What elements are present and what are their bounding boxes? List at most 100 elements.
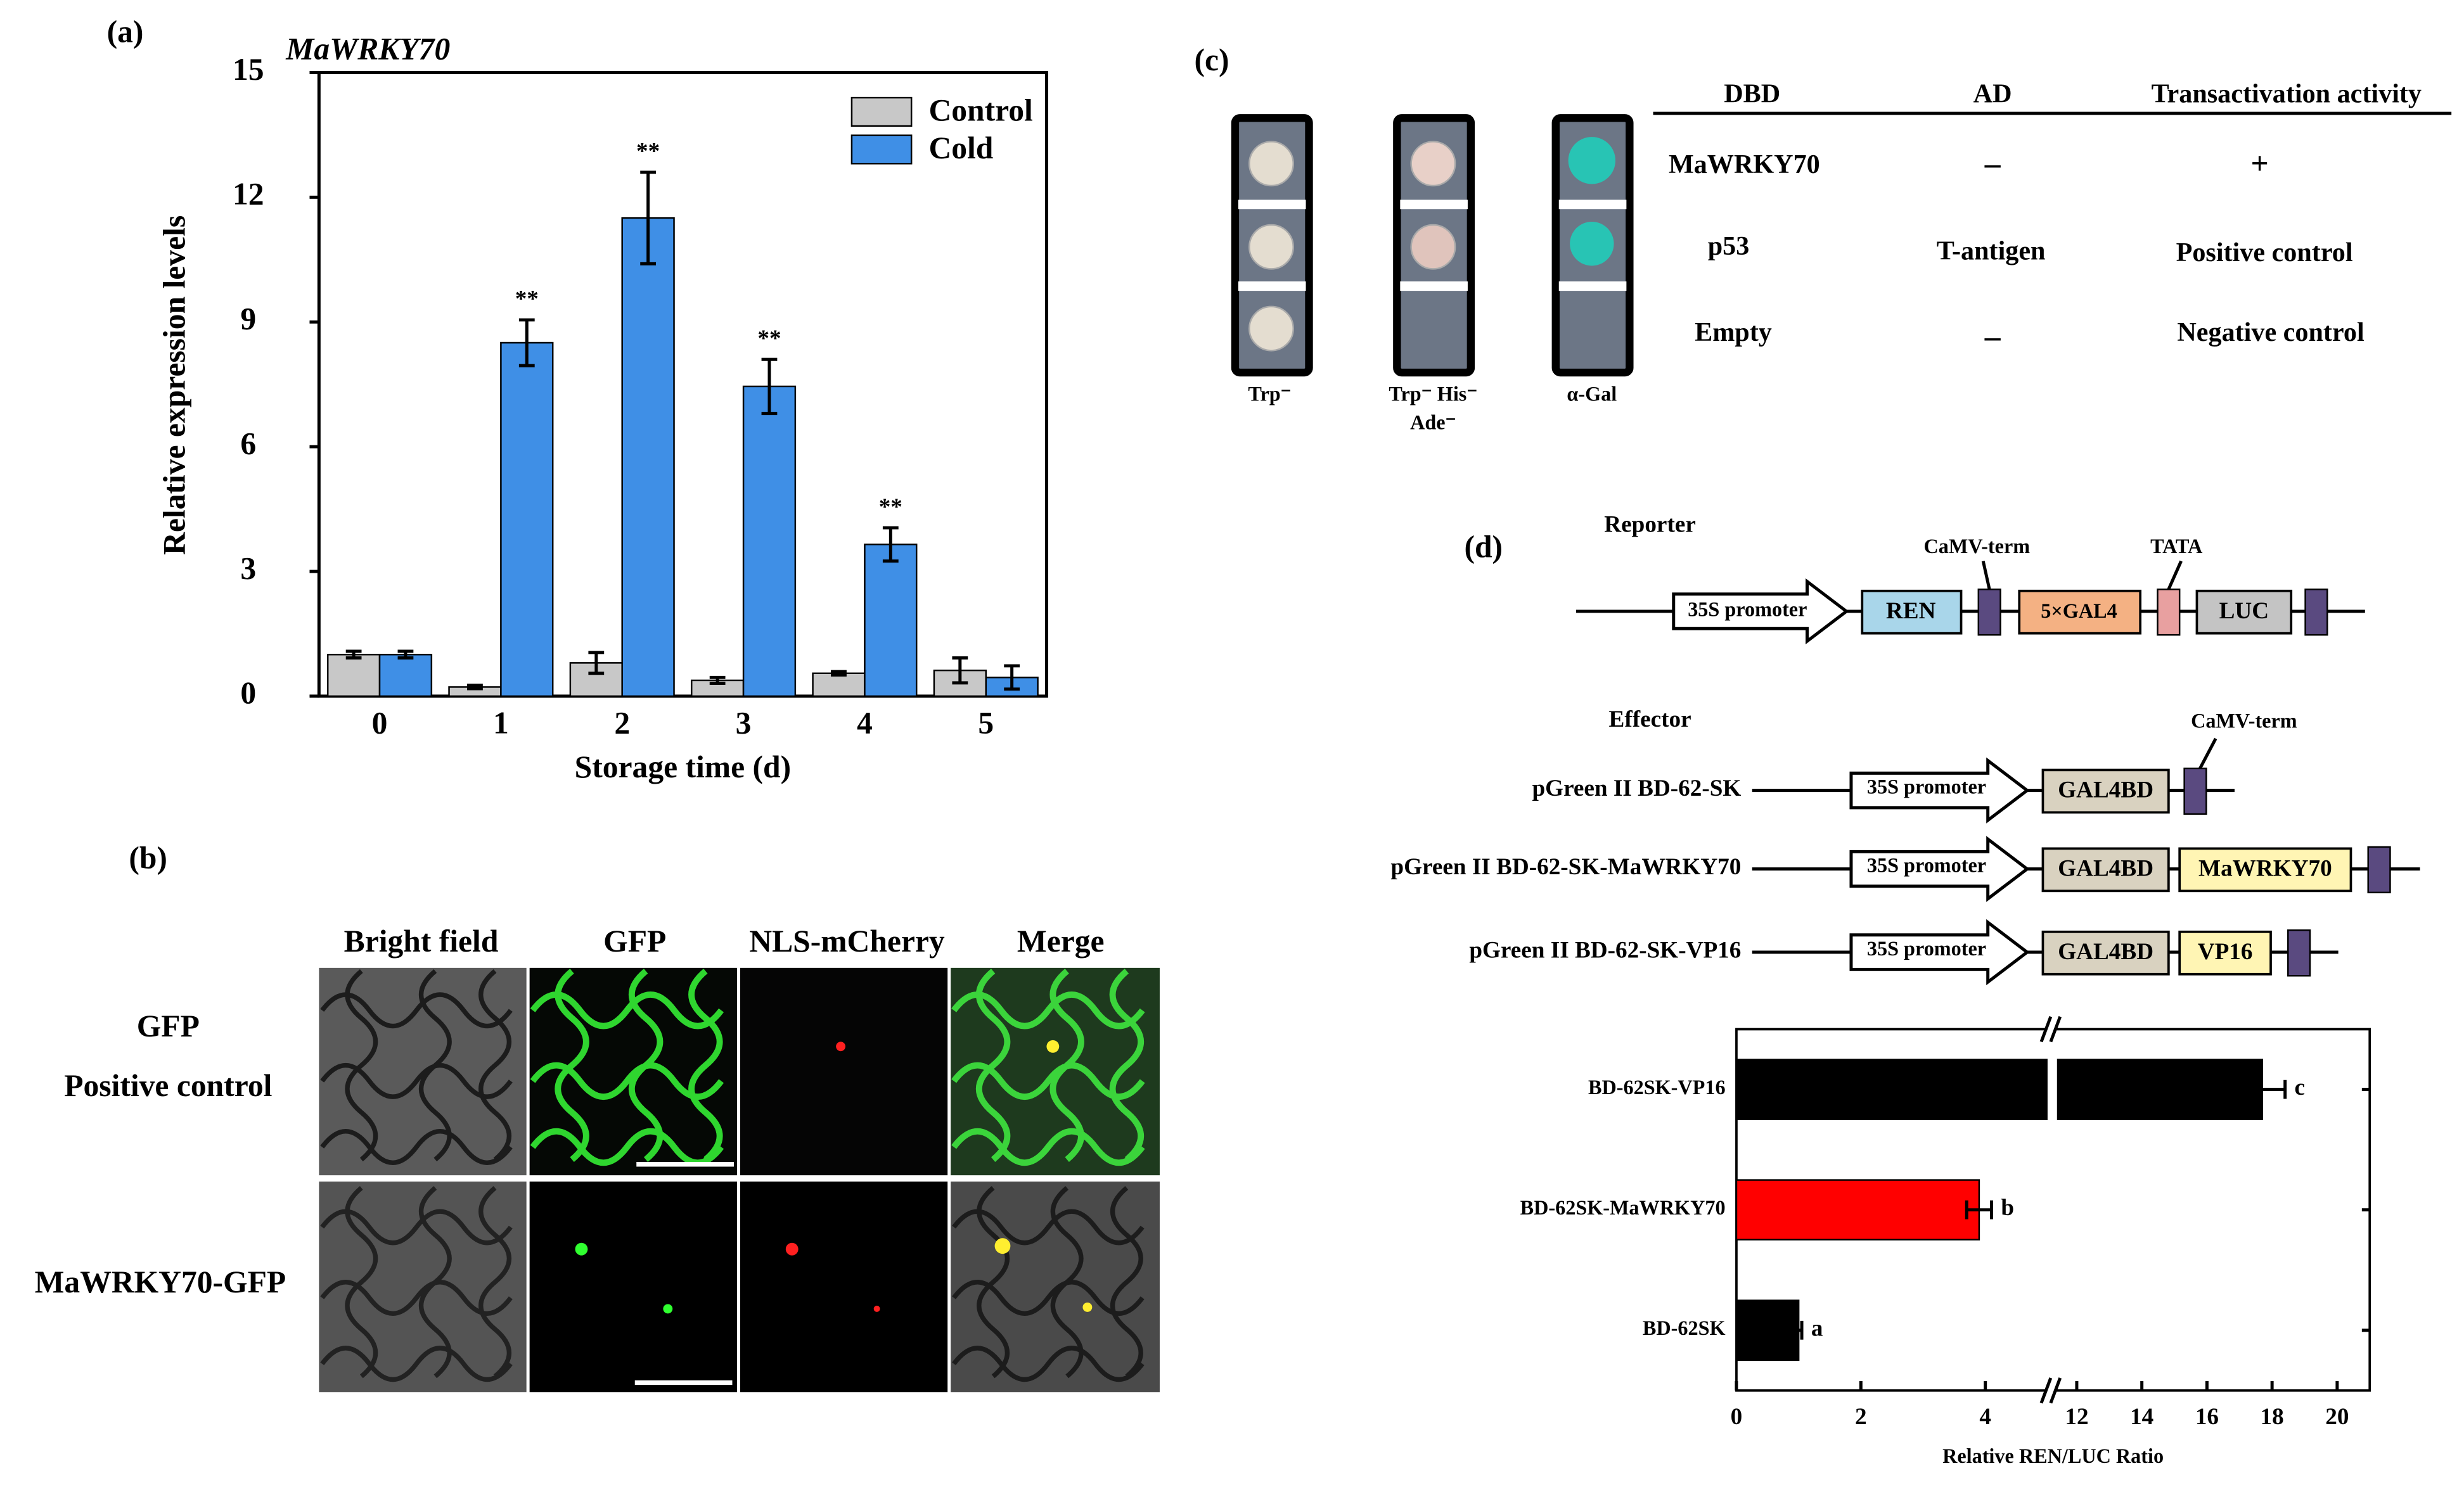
error-bar (518, 318, 535, 367)
nucleus (994, 1238, 1011, 1254)
nucleus (663, 1304, 673, 1314)
mcherry-image (740, 967, 948, 1176)
nucleus (1046, 1040, 1060, 1053)
bar (378, 653, 433, 698)
y-tick-label: 3 (240, 551, 256, 585)
significance-label: ** (879, 494, 902, 520)
panel-label: (d) (1464, 530, 1503, 564)
chart-title: MaWRKY70 (285, 32, 450, 67)
significance-label: ** (636, 139, 660, 165)
bar (1735, 1059, 2263, 1120)
section-title: Effector (1609, 706, 1691, 732)
element-label: REN (1886, 598, 1936, 624)
x-tick-label: 0 (1731, 1404, 1743, 1430)
x-tick-label: 1 (493, 705, 509, 740)
plate-label: α-Gal (1567, 383, 1617, 405)
table-cell: MaWRKY70 (1669, 150, 1820, 179)
error-bar (952, 656, 968, 685)
y-tick-label: 0 (240, 675, 256, 710)
terminator (1977, 589, 2001, 636)
x-tick-label: 18 (2261, 1404, 2284, 1430)
column-header: NLS-mCherry (749, 924, 945, 959)
pointer (1981, 561, 1991, 590)
bar (1735, 1179, 1980, 1241)
colony (1248, 305, 1294, 352)
element-label: CaMV-term (1924, 535, 2031, 558)
y-axis-label: Relative expression levels (157, 215, 192, 555)
gal4bd-box (2041, 768, 2170, 814)
x-tick-label: 2 (1855, 1404, 1867, 1430)
element-label: GAL4BD (2058, 777, 2153, 803)
gal4-box (2018, 589, 2142, 635)
x-tick-label: 4 (1979, 1404, 1991, 1430)
significance-letter: c (2295, 1074, 2306, 1100)
legend-label: Cold (928, 131, 993, 165)
break-gap (2047, 1057, 2057, 1121)
construct-label: pGreen II BD-62-SK-MaWRKY70 (1390, 854, 1741, 880)
terminator (2304, 589, 2328, 636)
bar (621, 217, 675, 698)
colony (1568, 137, 1616, 184)
x-tick-label: 4 (857, 705, 873, 740)
element-label: 35S promoter (1688, 597, 1807, 620)
panel-label: (c) (1194, 42, 1229, 77)
bar (326, 653, 381, 698)
element-label: MaWRKY70 (2198, 856, 2332, 882)
bar (742, 385, 797, 698)
effector-constructs: pGreen II BD-62-SK 35S promoter GAL4BD pGre… (1390, 757, 2420, 986)
error-bar (2238, 1080, 2287, 1099)
separator (1400, 281, 1468, 291)
element-label: 5×GAL4 (2041, 599, 2117, 622)
x-tick-label: 16 (2195, 1404, 2219, 1430)
x-tick-label: 12 (2065, 1404, 2088, 1430)
table-cell: Empty (1695, 317, 1772, 347)
legend-swatch (850, 134, 913, 165)
separator (1558, 281, 1627, 291)
element-label: LUC (2219, 598, 2269, 624)
table-header: Transactivation activity (2152, 79, 2422, 108)
nucleus (873, 1305, 880, 1312)
promoter-arrow (1849, 919, 2030, 986)
element-label: 35S promoter (1867, 937, 1986, 960)
plot-frame (317, 70, 1048, 698)
nucleus (575, 1242, 588, 1256)
error-bar (831, 670, 847, 677)
y-tick-label: 12 (233, 177, 264, 212)
table-cell: T-antigen (1937, 236, 2046, 265)
bar (1735, 1299, 1800, 1361)
bar (500, 341, 554, 698)
error-bar (397, 649, 414, 660)
column-header: GFP (603, 924, 666, 959)
row-label: MaWRKY70-GFP (35, 1265, 286, 1299)
gal4bd-box (2041, 930, 2170, 976)
nucleus (785, 1242, 799, 1256)
colony (1410, 224, 1456, 270)
construct-label: pGreen II BD-62-SK-VP16 (1469, 938, 1741, 964)
nucleus (1082, 1302, 1093, 1312)
element-label: 35S promoter (1867, 775, 1986, 798)
separator (1238, 200, 1306, 210)
pointer (2198, 737, 2217, 770)
charts: (a) MaWRKY70 Relative expression levels Sto… (107, 14, 2371, 1467)
element-label: VP16 (2198, 939, 2253, 965)
x-tick-label: 20 (2325, 1404, 2349, 1430)
construct-label: pGreen II BD-62-SK (1532, 775, 1741, 801)
x-tick-label: 14 (2130, 1404, 2153, 1430)
plate-label: Trp⁻ His⁻ (1389, 383, 1477, 405)
panel-label: (b) (129, 841, 167, 876)
tata-box (2157, 589, 2181, 636)
terminator (2367, 846, 2391, 894)
error-bar (588, 651, 605, 675)
significance-letter: b (2001, 1195, 2014, 1221)
table-header: AD (1973, 79, 2012, 108)
promoter-arrow (1849, 836, 2030, 902)
error-bar (882, 526, 899, 563)
x-axis-label: Storage time (d) (575, 749, 791, 784)
x-tick-label: 2 (614, 705, 630, 740)
table-cell: – (1984, 319, 2001, 354)
section-title: Reporter (1604, 512, 1696, 538)
error-bar (1793, 1320, 1804, 1340)
element-label: CaMV-term (2191, 709, 2297, 732)
separator (1238, 281, 1306, 291)
table-cell: Negative control (2177, 317, 2364, 347)
